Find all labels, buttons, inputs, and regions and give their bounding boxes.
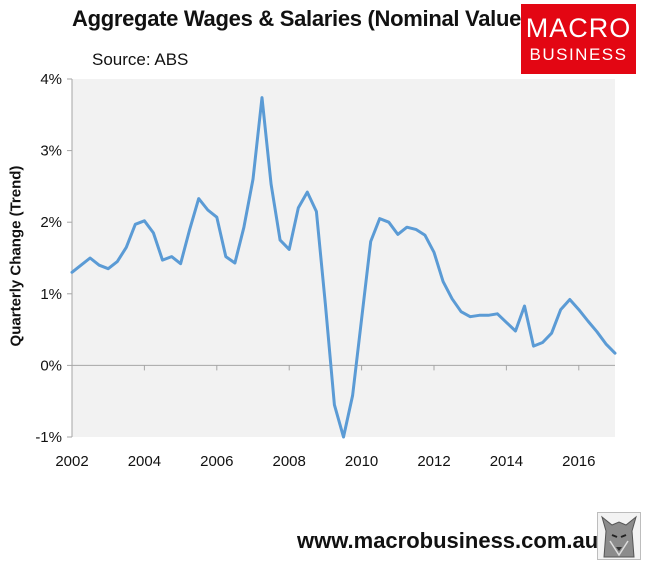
plot-area [72,79,615,437]
source-label: Source: ABS [92,50,189,69]
logo-line-1: MACRO [525,13,632,43]
x-tick-label: 2012 [417,453,450,470]
x-tick-label: 2008 [273,453,306,470]
y-tick-label: 1% [40,286,62,303]
x-tick-label: 2010 [345,453,378,470]
website-url[interactable]: www.macrobusiness.com.au [297,528,599,553]
x-tick-label: 2004 [128,453,161,470]
x-tick-label: 2014 [490,453,523,470]
y-tick-label: 3% [40,143,62,160]
x-tick-label: 2016 [562,453,595,470]
y-tick-label: 0% [40,357,62,374]
x-tick-label: 2002 [55,453,88,470]
line-chart: -1% 0% 1% 2% 3% 4% 2002 2004 2006 2008 2010 2012 201… [35,71,617,470]
logo-line-2: BUSINESS [529,45,628,64]
y-tick-label: 4% [40,71,62,88]
y-tick-label: 2% [40,214,62,231]
wolf-logo-icon [597,512,641,560]
macrobusiness-logo: MACRO BUSINESS [521,4,636,74]
y-tick-label: -1% [35,429,62,446]
series-line [70,96,617,439]
chart-title: Aggregate Wages & Salaries (Nominal Valu… [72,6,540,31]
x-tick-label: 2006 [200,453,233,470]
